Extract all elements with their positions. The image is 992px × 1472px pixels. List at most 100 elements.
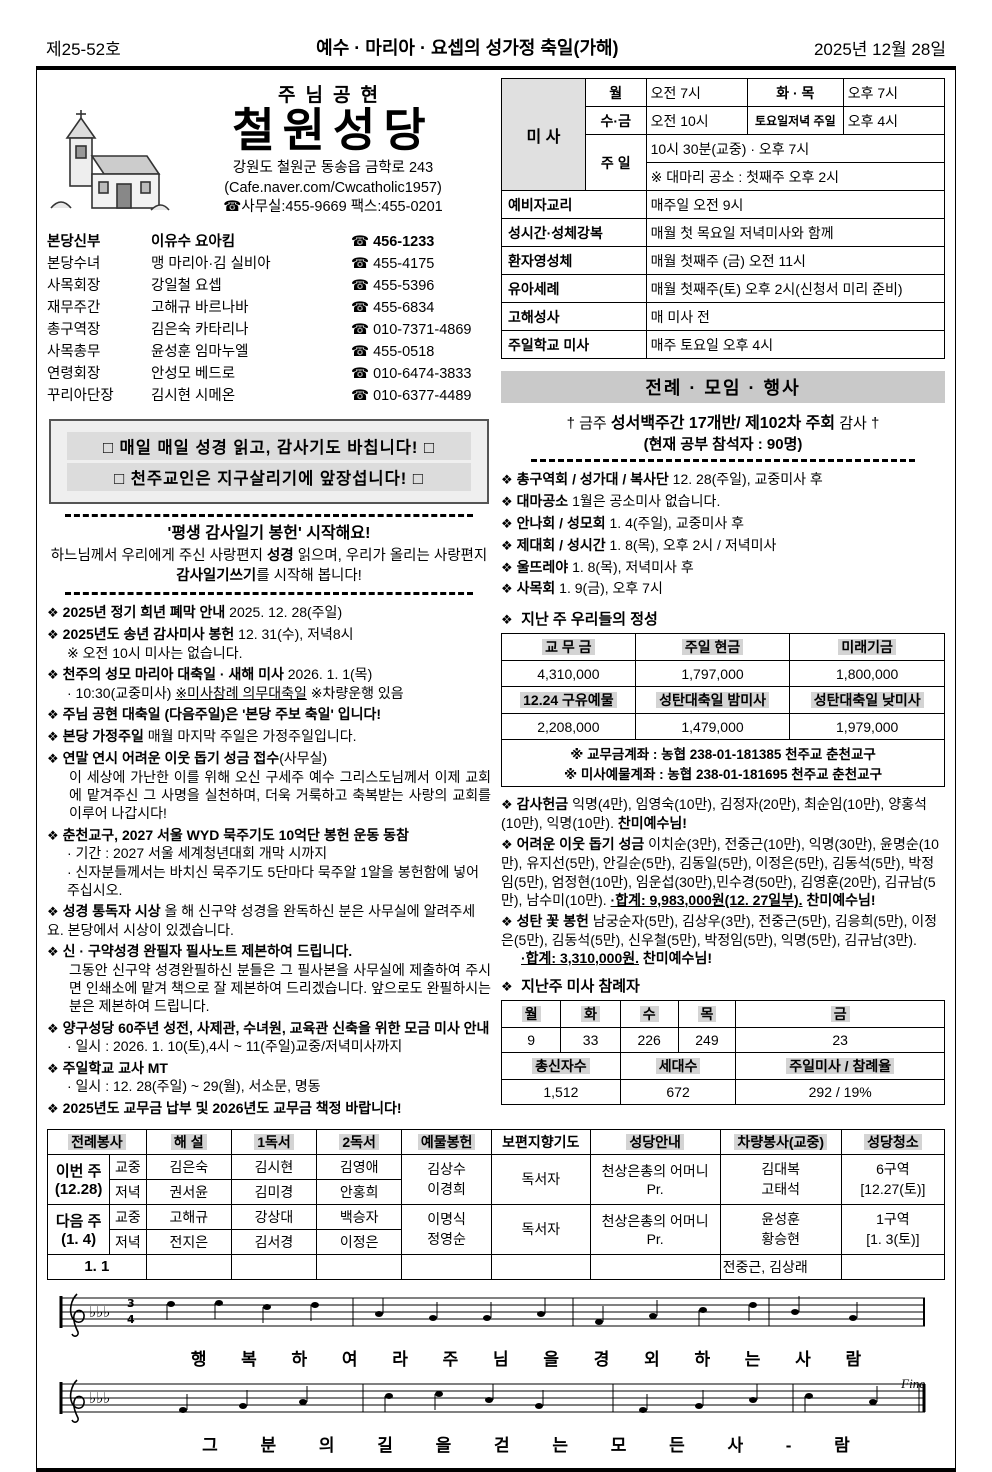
staff-row: 본당신부 이유수 요아킴 ☎ 456-1233 [47, 234, 435, 250]
diamond-bullet-icon: ❖ [501, 837, 513, 853]
roster-row: 이번 주 (12.28) 교중 김은숙 김시현 김영애 김상수 이경희 독서자 천상… [46, 1153, 946, 1205]
announcement-subline: · 신자분들께서는 바치신 묵주기도 5단마다 묵주알 1알을 봉헌함에 넣어주… [67, 863, 479, 898]
masthead: 제25-52호 예수 · 마리아 · 요셉의 성가정 축일(가해) 2025년 … [36, 34, 956, 66]
staff-row: 총구역장 김은숙 카타리나 ☎ 010-7371-4869 [47, 322, 472, 339]
campaign-title: '평생 감사일기 봉헌' 시작해요! [167, 525, 371, 543]
bible-week-attendee: (현재 공부 참석자 : 90명) [643, 436, 803, 453]
offerings-title-row: ❖ 지난 주 우리들의 정성 [501, 608, 945, 629]
account-notes: ※ 교무금계좌 : 농협 238-01-181385 천주교 춘천교구 ※ 미사… [501, 739, 945, 788]
staff-row: 재무주간 고해규 바르나바 ☎ 455-6834 [47, 300, 435, 317]
diamond-bullet-icon: ❖ [501, 612, 513, 628]
issue-date: 2025년 12월 28일 [813, 40, 946, 59]
announcement-item: ❖ 양구성당 60주년 성전, 사제관, 수녀원, 교육관 신축을 위한 모금 미… [47, 1019, 490, 1055]
announcement-item: ❖ 춘천교구, 2027 서울 WYD 묵주기도 10억단 봉헌 운동 동참 · … [47, 826, 491, 899]
slogan-line: □ 매일 매일 성경 읽고, 감사기도 바칩니다! □ [67, 432, 471, 461]
roster-header-row: 전례봉사 해 설 1독서 2독서 예물봉헌 보편지향기도 성당안내 차량봉사(교… [47, 1128, 946, 1155]
diamond-bullet-icon: ❖ [47, 1060, 59, 1076]
roster-row: 저녁 전지은 김서경 이정은 [48, 1228, 945, 1255]
diamond-bullet-icon: ❖ [501, 797, 513, 813]
announcement-list: ❖ 2025년 정기 희년 폐막 안내 2025. 12. 28(주일) ❖ 202… [47, 603, 491, 1117]
diamond-bullet-icon: ❖ [501, 515, 513, 531]
roster-row: 다음 주 (1. 4) 교중 고해규 강상대 백승자 이명식 정영순 독서자 천상은… [46, 1203, 946, 1255]
event-item: ❖ 제대회 / 성시간 1. 8(목), 오후 2시 / 저녁미사 [501, 536, 777, 553]
diamond-bullet-icon: ❖ [47, 1100, 59, 1116]
announcement-item: ❖ 2025년도 교무금 납부 및 2026년도 교무금 책정 바랍니다! [47, 1099, 402, 1116]
diamond-bullet-icon: ❖ [47, 729, 59, 745]
gratitude-campaign: '평생 감사일기 봉헌' 시작해요! 하느님께서 우리에게 주신 사랑편지 성경… [47, 523, 491, 586]
attendance-title: 지난주 미사 참례자 [521, 978, 640, 996]
staff-row: 연령회장 안성모 베드로 ☎ 010-6474-3833 [47, 366, 472, 383]
diamond-bullet-icon: ❖ [501, 537, 513, 553]
staff-row: 본당수녀 맹 마리아·김 실비아 ☎ 455-4175 [47, 256, 435, 273]
slogan-box: □ 매일 매일 성경 읽고, 감사기도 바칩니다! □ □ 천주교인은 지구살리… [49, 419, 489, 505]
attendance-title-row: ❖ 지난주 미사 참례자 [501, 975, 945, 996]
announcement-item: ❖ 본당 가정주일 매월 마지막 주일은 가정주일입니다. [47, 728, 357, 745]
announcement-subline: · 기간 : 2027 서울 세계청년대회 개막 시까지 [67, 845, 328, 862]
event-item: ❖ 사목회 1. 9(금), 오후 7시 [501, 580, 663, 597]
campaign-body: 하느님께서 우리에게 주신 사랑편지 성경 읽으며, 우리가 올리는 사랑편지 … [50, 547, 488, 584]
events-section: 전례 · 모임 · 행사 † 금주 성서백주간 17개반/ 제102차 주회 감… [500, 371, 945, 1106]
donation-neighbor: ❖ 어려운 이웃 돕기 성금 이치순(3만), 전중근(10만), 익명(30만)… [501, 836, 939, 908]
diamond-bullet-icon: ❖ [47, 627, 59, 643]
dash-divider [65, 514, 473, 518]
event-item: ❖ 울뜨레야 1. 8(목), 저녁미사 후 [501, 558, 694, 575]
diamond-bullet-icon: ❖ [501, 472, 513, 487]
offerings-table: 교 무 금 주일 현금 미래기금 4,310,000 1,797,000 1,8… [501, 633, 945, 788]
diamond-bullet-icon: ❖ [501, 581, 513, 597]
diamond-bullet-icon: ❖ [501, 979, 513, 995]
office-phone: ☎사무실:455-9669 팩스:455-0201 [223, 199, 443, 216]
event-item: ❖ 안나회 / 성모회 1. 4(주일), 교중미사 후 [501, 514, 745, 531]
diamond-bullet-icon: ❖ [47, 1020, 59, 1036]
mass-schedule-table: 미 사 월 오전 7시 화 · 목 오후 7시 수·금 오전 10시 토요일저녁… [501, 78, 946, 359]
announcement-item: ❖ 천주의 성모 마리아 대축일 · 새해 미사 2026. 1. 1(목) · … [47, 665, 491, 702]
staff-row: 사목총무 윤성훈 임마누엘 ☎ 455-0518 [47, 344, 435, 361]
roster-extra-row: 1. 1 전중근, 김상래 [47, 1253, 946, 1280]
donation-flower: ❖ 성탄 꽃 봉헌 남궁순자(5만), 김상우(3만), 전중근(5만), 김응희… [501, 912, 938, 966]
fine-marking: Fine [901, 1375, 925, 1391]
slogan-line: □ 천주교인은 지구살리기에 앞장섭니다! □ [67, 463, 471, 492]
announcement-item: ❖ 주님 공현 대축일 (다음주일)은 '본당 주보 축일' 입니다! [47, 706, 382, 723]
svg-text:♭♭♭: ♭♭♭ [89, 1303, 110, 1321]
service-roster-table: 전례봉사 해 설 1독서 2독서 예물봉헌 보편지향기도 성당안내 차량봉사(교… [46, 1128, 946, 1280]
announcement-paragraph: 그동안 신구약 성경완필하신 분들은 그 필사본을 사무실에 제출하여 주시면 … [69, 961, 491, 1015]
events-list: ❖ 총구역회 / 성가대 / 복사단 12. 28(주일), 교중미사 후 ❖ 대마… [501, 470, 945, 598]
diamond-bullet-icon: ❖ [47, 751, 59, 767]
issue-number: 제25-52호 [46, 40, 121, 59]
event-item: ❖ 대마공소 1월은 공소미사 없습니다. [501, 492, 721, 509]
diamond-bullet-icon: ❖ [47, 944, 59, 960]
diamond-bullet-icon: ❖ [501, 559, 513, 575]
staff-row: 꾸리아단장 김시현 시메온 ☎ 010-6377-4489 [47, 388, 472, 405]
svg-text:♭♭♭: ♭♭♭ [89, 1389, 110, 1407]
diamond-bullet-icon: ❖ [47, 827, 59, 843]
church-address: 강원도 철원군 동송읍 금학로 243 (Cafe.naver.com/Cwca… [175, 159, 491, 218]
church-drawing-icon [50, 110, 170, 211]
week-label: 다음 주 (1. 4) [46, 1203, 111, 1255]
announcement-paragraph: 이 세상에 가난한 이를 위해 오신 구세주 예수 그리스도님께서 이제 교회에… [69, 768, 491, 822]
feast-title: 예수 · 마리아 · 요셉의 성가정 축일(가해) [316, 38, 619, 58]
announcement-subline: · 10:30(교중미사) ※미사참례 의무대축일 ※차량운행 있음 [67, 685, 404, 702]
week-label: 이번 주 (12.28) [46, 1153, 111, 1205]
announcement-item: ❖ 성경 통독자 시상 올 해 신구약 성경을 완독하신 분은 사무실에 알려주세… [47, 902, 476, 938]
address-line: 강원도 철원군 동송읍 금학로 243 [232, 160, 434, 177]
diamond-bullet-icon: ❖ [47, 667, 59, 683]
announcement-item: ❖ 2025년도 송년 감사미사 봉헌 12. 31(수), 저녁8시 ※ 오전 … [47, 625, 491, 662]
diamond-bullet-icon: ❖ [501, 913, 513, 929]
music-staff-icon: ♭♭♭ 3 4 [59, 1292, 925, 1337]
roster-row: 저녁 권서윤 김미경 안홍희 [48, 1178, 945, 1205]
cafe-url[interactable]: (Cafe.naver.com/Cwcatholic1957) [224, 179, 442, 196]
right-column: 미 사 월 오전 7시 화 · 목 오후 7시 수·금 오전 10시 토요일저녁… [500, 78, 946, 1121]
offerings-title: 지난 주 우리들의 정성 [521, 611, 658, 629]
bulletin-page: 제25-52호 예수 · 마리아 · 요셉의 성가정 축일(가해) 2025년 … [36, 34, 956, 1472]
announcement-item: ❖ 2025년 정기 희년 폐막 안내 2025. 12. 28(주일) [47, 604, 343, 621]
staff-directory: 본당신부 이유수 요아킴 ☎ 456-1233 본당수녀 맹 마리아·김 실비아 ☎ 4… [47, 231, 491, 407]
events-header: 전례 · 모임 · 행사 [501, 371, 945, 403]
bulletin-sheet: 주님공현 철원성당 강원도 철원군 동송읍 금학로 243 (Cafe.nave… [36, 66, 956, 1472]
donation-thanks: ❖ 감사헌금 익명(4만), 임영숙(10만), 김정자(20만), 최순임(10… [501, 796, 927, 832]
church-motto: 주님공현 [278, 85, 388, 106]
diamond-bullet-icon: ❖ [47, 707, 59, 723]
bible-week-line: † 금주 성서백주간 17개반/ 제102차 주회 감사 † [566, 415, 880, 432]
mass-label-cell: 미 사 [501, 78, 586, 191]
announcement-item: ❖ 신 · 구약성경 완필자 필사노트 제본하여 드립니다. 그동안 신구약 성경… [47, 943, 491, 1015]
diamond-bullet-icon: ❖ [47, 605, 59, 621]
attendance-table: 월 화 수 목 금 9 33 226 249 23 [500, 1000, 945, 1106]
